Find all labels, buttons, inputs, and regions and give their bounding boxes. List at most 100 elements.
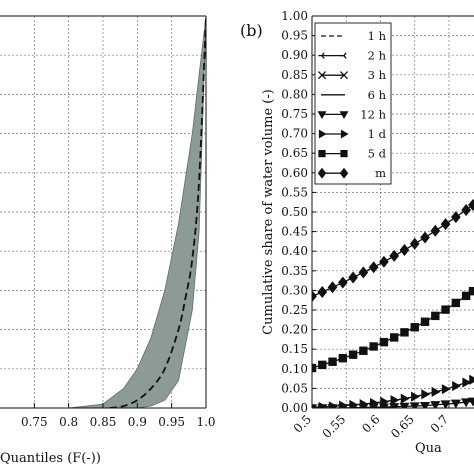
square-marker xyxy=(451,298,461,308)
panel-a-x-tick-label: 0.75 xyxy=(21,415,48,429)
panel-b-y-tick-label: 0.00 xyxy=(281,401,308,415)
panel-b-y-tick-label: 0.35 xyxy=(281,264,308,278)
legend-entry: 2 h xyxy=(318,49,387,63)
tri-left-marker xyxy=(318,52,325,59)
square-marker xyxy=(461,291,471,301)
series-line xyxy=(312,204,474,297)
panel-b-y-tick-label: 0.30 xyxy=(281,283,308,297)
panel-b-legend: 1 h 2 h 3 h 6 h 12 h 1 d 5 d m xyxy=(314,22,392,185)
panel-a-band xyxy=(68,16,206,408)
square-marker xyxy=(318,360,327,370)
panel-b-y-axis-label: Cumulative share of water volume (-) xyxy=(261,89,276,335)
triangle-right-marker xyxy=(431,386,441,397)
diamond-marker xyxy=(468,198,474,211)
panel-a-x-tick-label: 0.9 xyxy=(128,415,147,429)
square-marker xyxy=(328,357,337,366)
panel-b-x-tick-label: 0.65 xyxy=(388,412,417,441)
panel-b-x-tick-label: 0.6 xyxy=(359,412,382,435)
legend-box xyxy=(314,22,392,185)
legend-label: 1 d xyxy=(368,127,387,141)
panel-b: (b) Cumulative share of water volume (-)… xyxy=(240,9,474,456)
triangle-down-marker xyxy=(461,398,472,408)
panel-b-y-tick-label: 0.15 xyxy=(281,342,308,356)
panel-b-y-tick-label: 0.55 xyxy=(281,185,308,199)
panel-a-x-tick-label: 1.0 xyxy=(196,415,215,429)
square-marker xyxy=(431,311,440,321)
square-marker xyxy=(359,346,368,355)
panel-b-y-tick-label: 0.90 xyxy=(281,48,308,62)
triangle-right-marker xyxy=(452,380,462,392)
panel-b-y-tick-label: 0.25 xyxy=(281,303,308,317)
series-m xyxy=(312,198,474,303)
legend-entry: 12 h xyxy=(317,107,387,121)
triangle-right-marker xyxy=(340,129,349,139)
panel-a-x-tick-label: 0.95 xyxy=(158,415,185,429)
legend-label: 12 h xyxy=(360,107,386,121)
panel-b-y-tick-label: 0.60 xyxy=(281,166,308,180)
panel-a-x-axis-label: Quantiles (F(-)) xyxy=(0,451,101,466)
triangle-right-marker xyxy=(469,374,474,385)
triangle-right-marker xyxy=(318,129,327,139)
triangle-down-marker xyxy=(440,400,451,408)
diamond-marker xyxy=(339,167,349,179)
triangle-right-marker xyxy=(400,393,410,404)
legend-label: 5 d xyxy=(368,147,387,161)
panel-a-median-line xyxy=(109,16,206,408)
square-marker xyxy=(318,150,326,158)
x-marker xyxy=(317,71,327,80)
triangle-down-marker xyxy=(430,401,441,408)
square-marker xyxy=(389,333,399,342)
diamond-marker xyxy=(348,271,358,284)
triangle-right-marker xyxy=(441,384,451,395)
legend-entry: 6 h xyxy=(321,88,387,102)
panel-b-series xyxy=(312,198,474,408)
panel-b-x-tick-label: 0.55 xyxy=(320,412,349,441)
tri-left-marker xyxy=(340,52,347,59)
square-marker xyxy=(441,305,450,314)
diamond-marker xyxy=(389,249,400,262)
diamond-marker xyxy=(409,237,420,250)
panel-b-y-tick-label: 1.00 xyxy=(281,9,308,23)
triangle-right-marker xyxy=(421,389,431,400)
panel-b-y-ticks: 0.00 0.05 0.10 0.15 0.20 0.25 0.30 0.35 0.40 0.45… xyxy=(281,9,316,415)
panel-b-y-tick-label: 0.65 xyxy=(281,146,308,160)
triangle-down-marker xyxy=(399,402,410,408)
square-marker xyxy=(400,328,409,337)
panel-b-y-tick-label: 0.05 xyxy=(281,381,308,395)
triangle-down-marker xyxy=(312,404,318,408)
diamond-marker xyxy=(317,167,327,179)
diamond-marker xyxy=(420,231,430,244)
legend-label: 3 h xyxy=(368,68,387,82)
square-marker xyxy=(312,363,317,373)
legend-entry: 1 h xyxy=(321,29,387,43)
panel-b-y-tick-label: 0.45 xyxy=(281,225,308,239)
triangle-down-marker xyxy=(348,403,359,408)
series-5-d xyxy=(312,286,474,373)
panel-a-x-tick-label: 0.8 xyxy=(59,415,78,429)
panel-b-y-tick-label: 0.50 xyxy=(281,205,308,219)
panel-b-y-tick-label: 0.10 xyxy=(281,362,308,376)
panel-b-y-tick-label: 0.95 xyxy=(281,29,308,43)
legend-entry: 1 d xyxy=(318,127,387,141)
panel-b-x-ticks: 0.5 0.55 0.6 0.65 0.7 xyxy=(291,404,451,441)
square-marker xyxy=(379,337,389,347)
diamond-marker xyxy=(312,290,317,303)
legend-entry: 5 d xyxy=(318,147,387,161)
triangle-down-marker xyxy=(337,404,348,408)
triangle-down-marker xyxy=(450,399,461,408)
legend-label: m xyxy=(375,166,386,180)
triangle-down-marker xyxy=(339,111,349,119)
square-marker xyxy=(338,354,348,363)
diamond-marker xyxy=(451,211,461,224)
legend-entry: 3 h xyxy=(317,68,387,82)
diamond-marker xyxy=(379,255,389,268)
square-marker xyxy=(369,342,378,351)
panel-b-y-tick-label: 0.70 xyxy=(281,127,308,141)
triangle-down-marker xyxy=(317,404,328,408)
diamond-marker xyxy=(440,218,451,231)
triangle-down-marker xyxy=(327,404,338,408)
legend-label: 6 h xyxy=(368,88,387,102)
panel-a-x-tick-label: 0.85 xyxy=(90,415,117,429)
diamond-marker xyxy=(368,261,379,274)
panel-b-y-tick-label: 0.75 xyxy=(281,107,308,121)
